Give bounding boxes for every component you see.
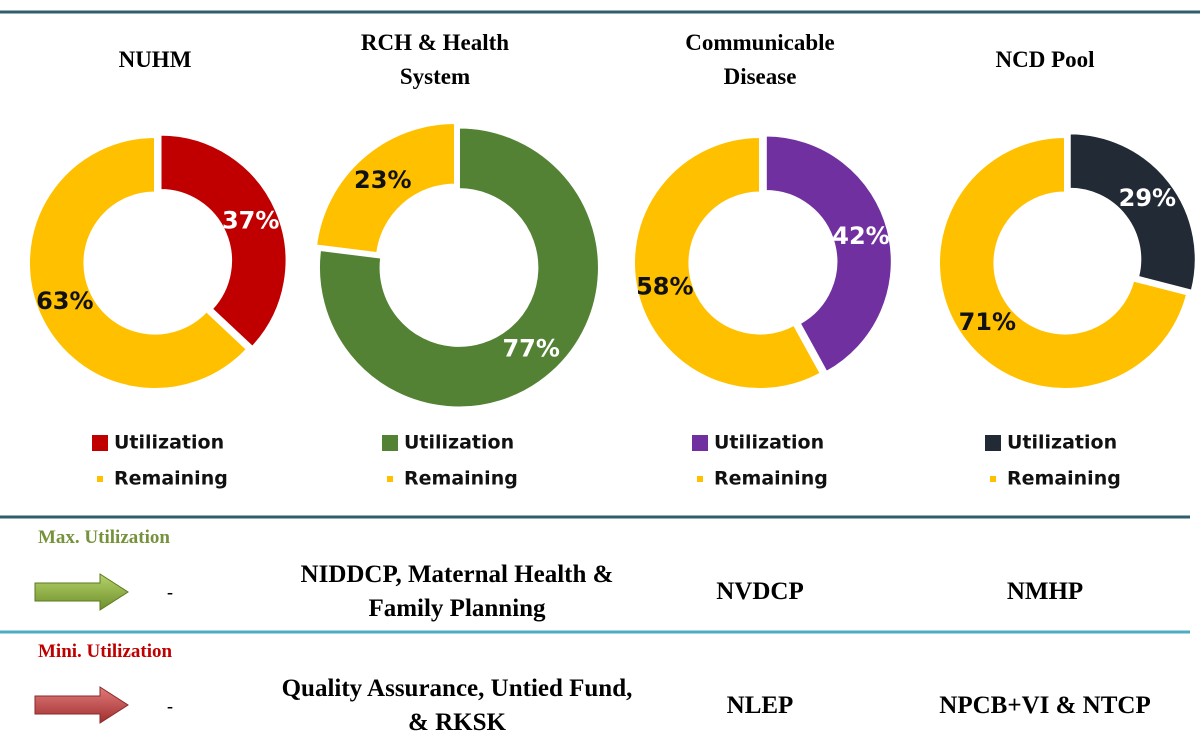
donut-slice — [764, 134, 893, 374]
row-label: Mini. Utilization — [38, 641, 173, 662]
slice-label: 42% — [832, 222, 889, 250]
legend-swatch — [692, 435, 708, 451]
slice-label: 37% — [222, 207, 279, 235]
table-cell: NIDDCP, Maternal Health & Family Plannin… — [300, 561, 614, 622]
legend-label: Utilization — [404, 432, 514, 454]
slice-label: 71% — [959, 308, 1016, 336]
legend-swatch — [387, 476, 393, 482]
donut-slice — [1068, 132, 1197, 292]
chart-title: NCD Pool — [995, 47, 1095, 72]
row-label: Max. Utilization — [38, 527, 170, 548]
table-cell: - — [167, 582, 173, 602]
chart-title: RCH & Health System — [360, 30, 510, 89]
arrow-max — [34, 573, 129, 611]
donut-slice — [317, 126, 600, 409]
slice-label: 63% — [36, 287, 93, 315]
legend-swatch — [697, 476, 703, 482]
legend-swatch — [92, 435, 108, 451]
legend-swatch — [985, 435, 1001, 451]
donut-slice — [159, 133, 288, 349]
legend-label: Remaining — [114, 468, 228, 490]
donut-slice — [938, 135, 1189, 390]
table-cell: NPCB+VI & NTCP — [939, 692, 1151, 719]
donut-slice — [633, 135, 823, 390]
slice-label: 77% — [502, 334, 559, 362]
legend-swatch — [97, 476, 103, 482]
chart-title: Communicable Disease — [685, 30, 835, 89]
legend-label: Utilization — [714, 432, 824, 454]
table-cell: NVDCP — [716, 578, 804, 605]
slice-label: 58% — [636, 272, 693, 300]
arrow-min — [34, 686, 129, 724]
slice-label: 23% — [354, 166, 411, 194]
legend-swatch — [382, 435, 398, 451]
donut-slice — [28, 135, 249, 390]
legend-label: Remaining — [1007, 468, 1121, 490]
donut-slice — [314, 121, 456, 255]
table-cell: NMHP — [1006, 578, 1084, 605]
legend-label: Remaining — [404, 468, 518, 490]
chart-title: NUHM — [118, 47, 192, 72]
legend-swatch — [990, 476, 996, 482]
slice-label: 29% — [1119, 184, 1176, 212]
legend-label: Utilization — [114, 432, 224, 454]
table-cell: Quality Assurance, Untied Fund, & RKSK — [281, 675, 633, 736]
table-cell: NLEP — [726, 692, 794, 719]
legend-label: Remaining — [714, 468, 828, 490]
legend-label: Utilization — [1007, 432, 1117, 454]
table-cell: - — [167, 696, 173, 716]
